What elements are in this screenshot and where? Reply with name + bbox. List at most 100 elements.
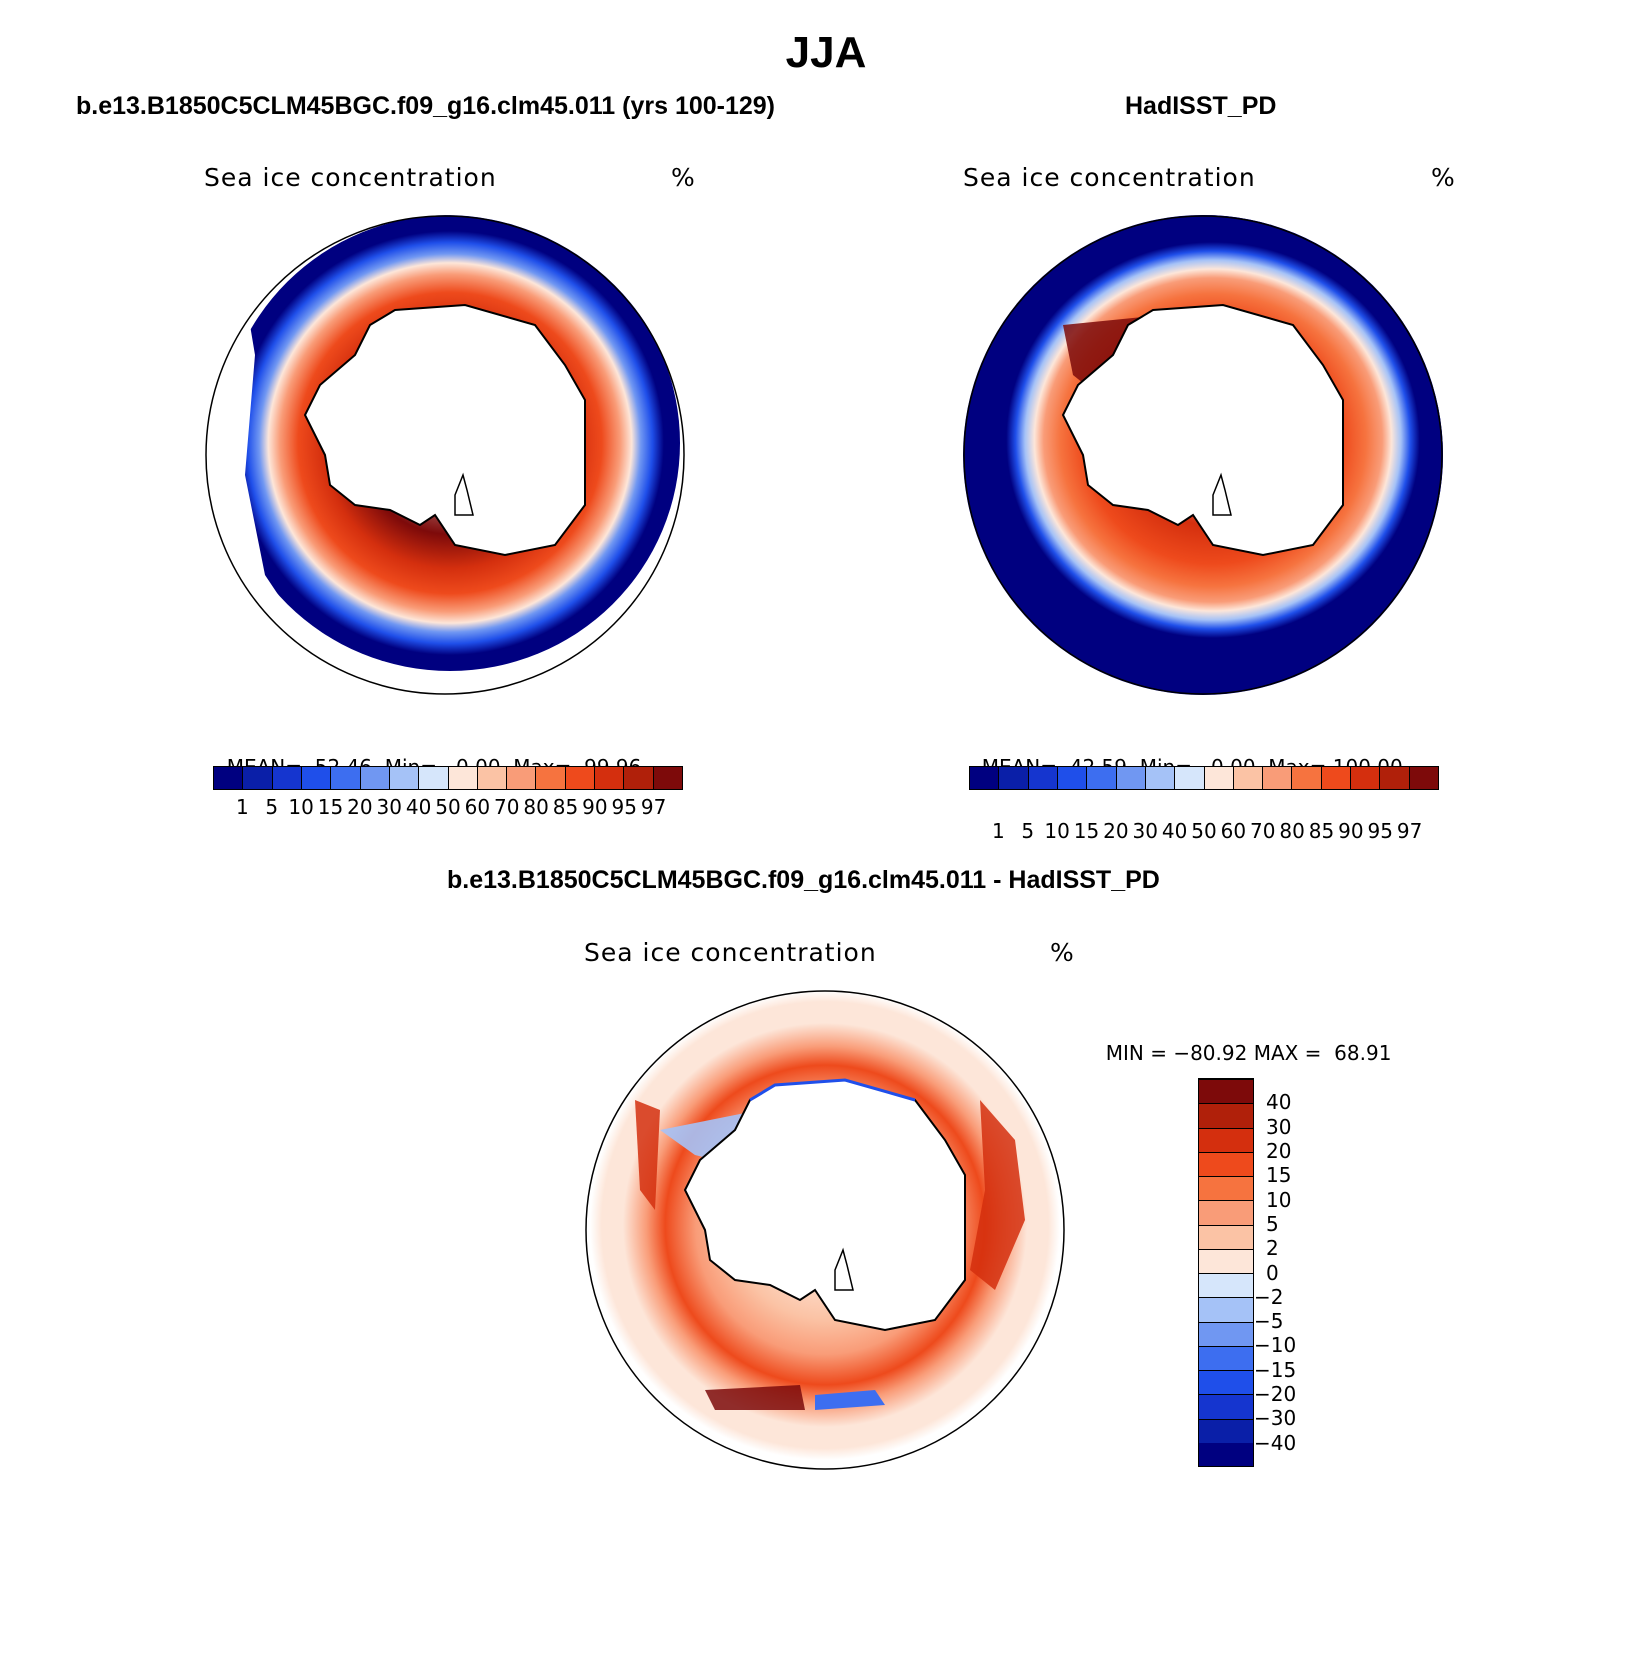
obs-colorbar	[969, 766, 1439, 790]
model-colorbar-ticks: 1 5 10 15 20 30 40 50 60 70 80 85 90 95 97	[213, 795, 683, 819]
colorbar-swatch	[970, 767, 1000, 789]
colorbar-tick-label: 15	[1073, 819, 1100, 843]
colorbar-swatch	[1199, 1127, 1253, 1152]
colorbar-tick-label: 70	[1250, 819, 1276, 843]
colorbar-tick-label: −5	[1254, 1309, 1284, 1334]
colorbar-tick-label: 30	[1266, 1114, 1292, 1139]
colorbar-tick-label: 40	[405, 795, 432, 819]
colorbar-swatch	[1409, 767, 1438, 789]
colorbar-swatch	[1199, 1418, 1253, 1443]
colorbar-tick-label: 90	[582, 795, 608, 819]
colorbar-tick-label: 20	[347, 795, 373, 819]
colorbar-tick-label: 15	[1266, 1163, 1292, 1188]
colorbar-swatch	[1028, 767, 1058, 789]
colorbar-tick-label: −40	[1254, 1430, 1297, 1455]
obs-panel-title: HadISST_PD	[1125, 92, 1277, 120]
colorbar-swatch	[999, 767, 1029, 789]
colorbar-tick-label: 80	[523, 795, 549, 819]
model-polar-map	[205, 215, 685, 695]
colorbar-swatch	[1204, 767, 1234, 789]
colorbar-swatch	[1199, 1248, 1253, 1273]
colorbar-tick-label: −15	[1254, 1357, 1297, 1382]
model-panel-title: b.e13.B1850C5CLM45BGC.f09_g16.clm45.011 …	[76, 92, 776, 120]
colorbar-tick-label: 15	[317, 795, 344, 819]
colorbar-tick-label: −2	[1254, 1284, 1284, 1309]
colorbar-tick-label: 20	[1266, 1138, 1292, 1163]
colorbar-swatch	[1199, 1176, 1253, 1201]
colorbar-swatch	[1380, 767, 1410, 789]
colorbar-swatch	[507, 767, 537, 789]
colorbar-tick-label: 5	[1266, 1211, 1279, 1236]
colorbar-swatch	[448, 767, 478, 789]
colorbar-swatch	[1145, 767, 1176, 789]
diff-max-label: MAX =	[1253, 1041, 1322, 1065]
colorbar-tick-label: 10	[1044, 819, 1070, 843]
colorbar-tick-label: 20	[1103, 819, 1129, 843]
colorbar-tick-label: 97	[640, 795, 667, 819]
colorbar-tick-label: 97	[1396, 819, 1423, 843]
colorbar-tick-label: 60	[1220, 819, 1247, 843]
colorbar-tick-label: −10	[1254, 1333, 1297, 1358]
colorbar-tick-label: 10	[1266, 1187, 1292, 1212]
colorbar-swatch	[1175, 767, 1205, 789]
colorbar-tick-label: 30	[1132, 819, 1158, 843]
colorbar-swatch	[1351, 767, 1381, 789]
diff-units-label: %	[1050, 938, 1075, 967]
colorbar-swatch	[301, 767, 332, 789]
colorbar-tick-label: 95	[1367, 819, 1393, 843]
model-colorbar	[213, 766, 683, 790]
colorbar-tick-label: 50	[1191, 819, 1217, 843]
colorbar-tick-label: 85	[552, 795, 579, 819]
colorbar-swatch	[1321, 767, 1352, 789]
colorbar-tick-label: 1	[992, 819, 1005, 843]
colorbar-tick-label: −30	[1254, 1406, 1297, 1431]
colorbar-tick-label: 30	[376, 795, 402, 819]
colorbar-swatch	[331, 767, 361, 789]
colorbar-tick-label: 5	[1021, 819, 1035, 843]
colorbar-tick-label: 85	[1308, 819, 1335, 843]
diff-colorbar-ticks: 40 30 20 15 10 5 2 0 −2 −5 −10 −15 −20 −30 −40	[1254, 1078, 1322, 1467]
diff-colorbar	[1198, 1078, 1254, 1467]
obs-units-label: %	[1431, 163, 1456, 192]
colorbar-swatch	[1087, 767, 1117, 789]
colorbar-tick-label: 80	[1279, 819, 1305, 843]
obs-colorbar-ticks: 1 5 10 15 20 30 40 50 60 70 80 85 90 95 97	[969, 819, 1439, 843]
colorbar-swatch	[1057, 767, 1088, 789]
colorbar-swatch	[477, 767, 508, 789]
model-variable-label: Sea ice concentration	[204, 163, 497, 192]
colorbar-swatch	[272, 767, 302, 789]
colorbar-swatch	[1199, 1273, 1253, 1298]
colorbar-swatch	[1199, 1103, 1253, 1128]
figure-title: JJA	[785, 28, 867, 77]
diff-stats: MIN = −80.92 MAX = 68.91	[1093, 1017, 1392, 1065]
colorbar-swatch	[1199, 1442, 1253, 1466]
colorbar-swatch	[595, 767, 625, 789]
colorbar-swatch	[1263, 767, 1293, 789]
diff-min-value: −80.92	[1173, 1041, 1248, 1065]
colorbar-tick-label: 60	[464, 795, 491, 819]
colorbar-swatch	[1199, 1297, 1253, 1322]
colorbar-swatch	[1199, 1394, 1253, 1419]
colorbar-swatch	[1116, 767, 1146, 789]
colorbar-swatch	[653, 767, 682, 789]
colorbar-swatch	[389, 767, 420, 789]
model-units-label: %	[671, 163, 696, 192]
colorbar-tick-label: 50	[435, 795, 461, 819]
colorbar-swatch	[1199, 1370, 1253, 1395]
diff-variable-label: Sea ice concentration	[584, 938, 877, 967]
colorbar-swatch	[1199, 1151, 1253, 1176]
colorbar-tick-label: 95	[611, 795, 637, 819]
colorbar-swatch	[624, 767, 654, 789]
colorbar-swatch	[565, 767, 596, 789]
colorbar-tick-label: 1	[236, 795, 249, 819]
colorbar-tick-label: 40	[1266, 1090, 1292, 1115]
diff-panel-title: b.e13.B1850C5CLM45BGC.f09_g16.clm45.011 …	[447, 866, 1160, 894]
diff-min-label: MIN =	[1105, 1041, 1167, 1065]
colorbar-tick-label: 40	[1161, 819, 1188, 843]
colorbar-swatch	[419, 767, 449, 789]
colorbar-swatch	[214, 767, 244, 789]
colorbar-tick-label: 0	[1266, 1260, 1279, 1285]
diff-max-value: 68.91	[1334, 1041, 1392, 1065]
colorbar-swatch	[1199, 1345, 1253, 1370]
colorbar-swatch	[1199, 1200, 1253, 1225]
